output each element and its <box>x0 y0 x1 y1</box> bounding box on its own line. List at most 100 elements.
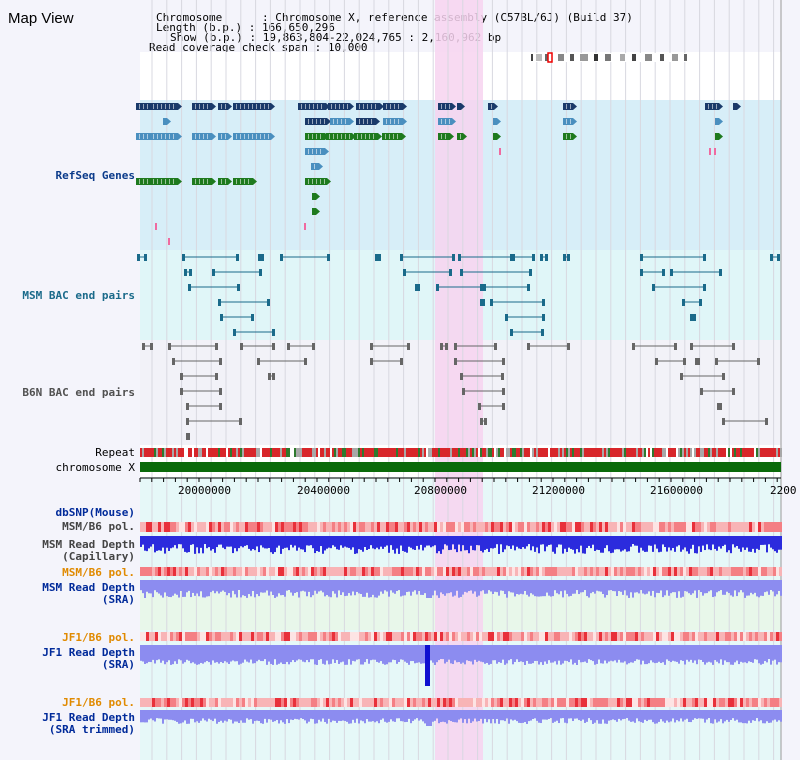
read-depth-bar <box>372 710 374 722</box>
repeat-block <box>372 448 374 457</box>
bac-end-left <box>180 388 183 395</box>
read-depth-bar <box>556 645 558 665</box>
read-depth-bar <box>644 536 646 552</box>
read-depth-bar <box>584 645 586 662</box>
polymorphism-block <box>428 698 431 707</box>
polymorphism-block <box>230 522 233 532</box>
read-depth-bar <box>586 580 588 597</box>
read-depth-bar <box>410 580 412 596</box>
read-depth-bar <box>740 645 742 662</box>
bac-end-left <box>655 358 658 365</box>
read-depth-bar <box>612 710 614 720</box>
gene-exon-gap <box>357 134 358 139</box>
read-depth-bar <box>506 710 508 719</box>
polymorphism-block <box>290 698 293 707</box>
polymorphism-block <box>398 522 401 532</box>
read-depth-bar <box>762 710 764 724</box>
read-depth-bar <box>398 645 400 663</box>
repeat-block <box>464 448 466 457</box>
read-depth-bar <box>214 645 216 663</box>
read-depth-bar <box>530 645 532 664</box>
repeat-block <box>150 448 152 457</box>
polymorphism-block <box>218 567 221 576</box>
read-depth-bar <box>712 645 714 665</box>
read-depth-bar <box>768 645 770 660</box>
repeat-block <box>368 448 370 457</box>
repeat-block <box>740 448 742 457</box>
polymorphism-block <box>779 522 782 532</box>
read-depth-bar <box>608 645 610 662</box>
read-depth-bar <box>244 536 246 546</box>
repeat-block <box>146 448 148 457</box>
polymorphism-block <box>446 567 449 576</box>
polymorphism-block <box>419 698 422 707</box>
polymorphism-block <box>572 567 575 576</box>
bac-end-right <box>541 329 544 336</box>
read-depth-bar <box>420 536 422 545</box>
polymorphism-block <box>527 522 530 532</box>
repeat-block <box>358 448 360 457</box>
read-depth-bar <box>662 580 664 598</box>
read-depth-bar <box>620 536 622 552</box>
polymorphism-block <box>767 632 770 641</box>
repeat-block <box>404 448 406 457</box>
read-depth-bar <box>744 536 746 550</box>
read-depth-bar <box>172 645 174 665</box>
polymorphism-block <box>221 698 224 707</box>
bac-end-right <box>567 343 570 350</box>
repeat-block <box>552 448 554 457</box>
polymorphism-block <box>536 698 539 707</box>
read-depth-bar <box>740 536 742 552</box>
track-label-b6n-bac[interactable]: B6N BAC end pairs <box>22 386 135 399</box>
read-depth-bar <box>732 710 734 719</box>
gene-exon-gap <box>260 104 261 109</box>
read-depth-bar <box>632 580 634 598</box>
polymorphism-block <box>728 567 731 576</box>
read-depth-bar <box>416 645 418 663</box>
read-depth-bar <box>746 645 748 664</box>
read-depth-bar <box>448 536 450 551</box>
read-depth-bar <box>372 645 374 660</box>
read-depth-bar <box>522 710 524 723</box>
read-depth-bar <box>728 536 730 551</box>
track-label-dbsnp[interactable]: dbSNP(Mouse) <box>55 506 135 519</box>
polymorphism-block <box>740 698 743 707</box>
read-depth-bar <box>546 645 548 664</box>
read-depth-bar <box>198 580 200 597</box>
polymorphism-block <box>671 632 674 641</box>
track-label-msm-bac[interactable]: MSM BAC end pairs <box>22 289 135 302</box>
repeat-block <box>762 448 764 457</box>
polymorphism-block <box>185 522 188 532</box>
repeat-block <box>168 448 170 457</box>
gene-exon-gap <box>367 104 368 109</box>
gene-exon-gap <box>386 104 387 109</box>
read-depth-bar <box>566 536 568 552</box>
polymorphism-block <box>242 567 245 576</box>
polymorphism-block <box>212 567 215 576</box>
read-depth-bar <box>562 710 564 719</box>
read-depth-bar <box>506 645 508 664</box>
polymorphism-block <box>638 698 641 707</box>
gene-exon-gap <box>708 104 709 109</box>
read-depth-bar <box>584 536 586 554</box>
track-label-refseq-genes[interactable]: RefSeq Genes <box>55 169 135 182</box>
read-depth-bar <box>396 580 398 592</box>
repeat-block <box>686 448 688 457</box>
read-depth-bar <box>762 645 764 664</box>
polymorphism-block <box>671 567 674 576</box>
gene-exon-gap <box>207 104 208 109</box>
polymorphism-block <box>203 698 206 707</box>
read-depth-bar <box>492 536 494 549</box>
repeat-block <box>214 448 216 457</box>
repeat-block <box>470 448 472 457</box>
polymorphism-block <box>692 567 695 576</box>
read-depth-bar <box>764 536 766 545</box>
read-depth-bar <box>636 710 638 719</box>
read-depth-bar <box>264 536 266 549</box>
read-depth-bar <box>752 710 754 721</box>
polymorphism-block <box>266 632 269 641</box>
gene-exon-gap <box>570 104 571 109</box>
read-depth-bar <box>520 580 522 594</box>
read-depth-bar <box>442 645 444 660</box>
